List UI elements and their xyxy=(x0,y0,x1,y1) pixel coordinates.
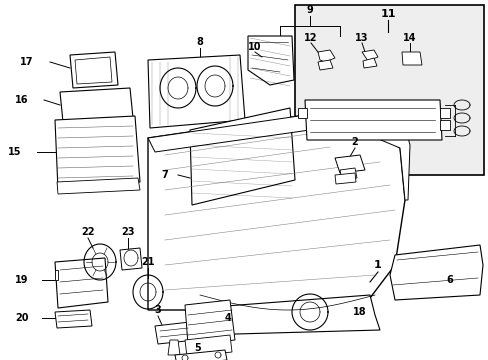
Polygon shape xyxy=(317,60,332,70)
Text: 20: 20 xyxy=(15,313,29,323)
Text: 5: 5 xyxy=(194,343,201,353)
Polygon shape xyxy=(148,110,404,310)
Polygon shape xyxy=(55,116,140,190)
Polygon shape xyxy=(334,173,355,184)
Polygon shape xyxy=(362,58,376,68)
Polygon shape xyxy=(195,295,379,335)
Text: 8: 8 xyxy=(196,37,203,47)
Polygon shape xyxy=(175,350,226,360)
Text: 10: 10 xyxy=(248,42,261,52)
Polygon shape xyxy=(120,248,142,270)
Text: 22: 22 xyxy=(81,227,95,237)
Text: 13: 13 xyxy=(354,33,368,43)
Text: 12: 12 xyxy=(304,33,317,43)
Text: 18: 18 xyxy=(352,307,366,317)
Polygon shape xyxy=(439,108,449,118)
Polygon shape xyxy=(361,50,377,61)
Polygon shape xyxy=(55,258,108,308)
Polygon shape xyxy=(55,310,92,328)
Text: 4: 4 xyxy=(224,313,231,323)
Polygon shape xyxy=(184,335,231,357)
Polygon shape xyxy=(389,245,482,300)
Polygon shape xyxy=(148,110,345,152)
Text: 3: 3 xyxy=(154,305,161,315)
Polygon shape xyxy=(55,270,58,280)
Polygon shape xyxy=(401,52,421,65)
Text: 14: 14 xyxy=(403,33,416,43)
Polygon shape xyxy=(317,50,334,62)
Text: 15: 15 xyxy=(8,147,21,157)
Polygon shape xyxy=(297,108,306,118)
Text: 23: 23 xyxy=(121,227,135,237)
Polygon shape xyxy=(60,88,133,122)
Text: 11: 11 xyxy=(380,9,395,19)
Text: 21: 21 xyxy=(141,257,154,267)
Polygon shape xyxy=(155,322,195,344)
Polygon shape xyxy=(334,155,364,173)
Polygon shape xyxy=(70,52,118,88)
Text: 17: 17 xyxy=(20,57,34,67)
Text: 7: 7 xyxy=(162,170,168,180)
Text: 16: 16 xyxy=(15,95,29,105)
Polygon shape xyxy=(439,120,449,130)
Text: 6: 6 xyxy=(446,275,452,285)
Polygon shape xyxy=(339,168,356,180)
Polygon shape xyxy=(57,178,140,194)
Polygon shape xyxy=(75,57,112,84)
Polygon shape xyxy=(184,300,235,345)
Polygon shape xyxy=(190,108,294,205)
Polygon shape xyxy=(305,100,441,140)
Text: 19: 19 xyxy=(15,275,29,285)
Polygon shape xyxy=(247,36,293,85)
Text: 2: 2 xyxy=(351,137,358,147)
Text: 9: 9 xyxy=(306,5,313,15)
Polygon shape xyxy=(148,55,244,128)
Text: 1: 1 xyxy=(373,260,381,270)
Polygon shape xyxy=(168,340,180,355)
Polygon shape xyxy=(294,5,483,175)
Polygon shape xyxy=(339,108,409,200)
